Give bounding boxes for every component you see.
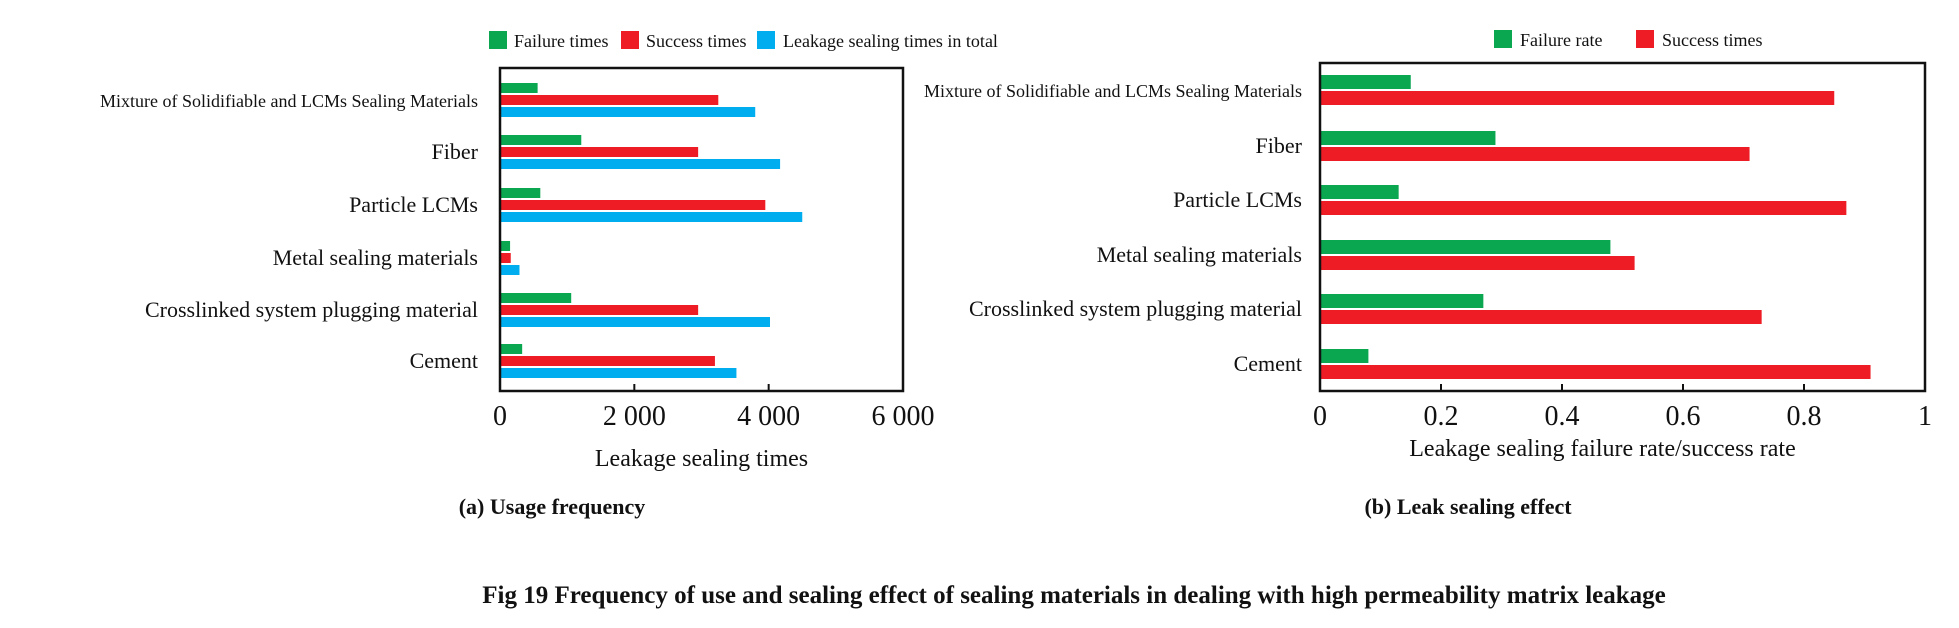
bar-1-0-1 — [1320, 91, 1835, 105]
legend-label-0-1: Success times — [646, 31, 747, 51]
bar-0-5-0 — [500, 344, 523, 354]
bar-1-2-1 — [1320, 201, 1847, 215]
x-tick-label-1-3: 0.6 — [1666, 401, 1701, 432]
bar-0-1-2 — [500, 159, 781, 169]
x-tick-label-1-0: 0 — [1313, 401, 1327, 432]
category-label-1-0: Mixture of Solidifiable and LCMs Sealing… — [924, 81, 1302, 101]
bar-0-1-1 — [500, 147, 699, 157]
chart-a-usage-frequency: Failure times Success times Leakage sealin… — [100, 31, 998, 519]
bar-0-2-0 — [500, 188, 541, 198]
category-label-1-4: Crosslinked system plugging material — [969, 296, 1302, 321]
x-axis-title-0: Leakage sealing times — [595, 446, 808, 472]
chart-b-leak-sealing-effect: Failure rate Success times Mixture of Soli… — [924, 30, 1932, 519]
category-label-0-5: Cement — [410, 348, 478, 373]
bar-1-1-0 — [1320, 131, 1496, 145]
bar-0-3-0 — [500, 241, 511, 251]
legend-swatch-0-0 — [489, 31, 507, 49]
category-label-0-3: Metal sealing materials — [273, 245, 478, 270]
bar-1-2-0 — [1320, 185, 1399, 199]
bar-1-1-1 — [1320, 147, 1750, 161]
plot-frame-1 — [1318, 61, 1927, 393]
bar-0-4-0 — [500, 293, 572, 303]
bar-0-3-2 — [500, 265, 520, 275]
subfigure-caption-1: (b) Leak sealing effect — [1364, 494, 1572, 519]
bar-1-4-1 — [1320, 310, 1762, 324]
x-axis-title-1: Leakage sealing failure rate/success rat… — [1409, 436, 1795, 462]
legend-label-1-0: Failure rate — [1520, 30, 1602, 50]
bar-0-5-2 — [500, 368, 737, 378]
bar-0-0-0 — [500, 83, 538, 93]
legend-swatch-1-0 — [1494, 30, 1512, 48]
bar-1-4-0 — [1320, 294, 1484, 308]
x-tick-label-1-4: 0.8 — [1787, 401, 1822, 432]
bar-0-3-1 — [500, 253, 511, 263]
bar-0-4-2 — [500, 317, 771, 327]
subfigure-caption-0: (a) Usage frequency — [459, 494, 646, 519]
category-label-0-4: Crosslinked system plugging material — [145, 297, 478, 322]
category-label-0-0: Mixture of Solidifiable and LCMs Sealing… — [100, 91, 478, 111]
bar-1-0-0 — [1320, 75, 1411, 89]
x-tick-label-0-2: 4 000 — [737, 401, 800, 432]
category-label-1-3: Metal sealing materials — [1097, 242, 1302, 267]
bar-0-2-1 — [500, 200, 766, 210]
bar-1-3-1 — [1320, 256, 1635, 270]
x-tick-label-0-1: 2 000 — [603, 401, 666, 432]
bar-0-5-1 — [500, 356, 715, 366]
bar-0-0-1 — [500, 95, 719, 105]
category-label-0-1: Fiber — [432, 139, 479, 164]
bar-1-3-0 — [1320, 240, 1611, 254]
bar-1-5-1 — [1320, 365, 1871, 379]
bar-0-2-2 — [500, 212, 803, 222]
category-label-1-5: Cement — [1234, 351, 1302, 376]
x-tick-label-1-2: 0.4 — [1545, 401, 1580, 432]
legend-swatch-1-1 — [1636, 30, 1654, 48]
bar-0-1-0 — [500, 135, 582, 145]
x-tick-label-1-5: 1 — [1918, 401, 1932, 432]
legend-swatch-0-1 — [621, 31, 639, 49]
x-tick-label-0-3: 6 000 — [872, 401, 935, 432]
figure-caption: Fig 19 Frequency of use and sealing effe… — [482, 582, 1665, 609]
x-tick-label-0-0: 0 — [493, 401, 507, 432]
plot-frame-0 — [498, 66, 905, 393]
legend-label-0-0: Failure times — [514, 31, 608, 51]
legend-label-1-1: Success times — [1662, 30, 1763, 50]
x-tick-label-1-1: 0.2 — [1424, 401, 1459, 432]
legend-swatch-0-2 — [757, 31, 775, 49]
bar-1-5-0 — [1320, 349, 1369, 363]
legend-label-0-2: Leakage sealing times in total — [783, 31, 998, 51]
bar-0-4-1 — [500, 305, 699, 315]
category-label-1-1: Fiber — [1256, 133, 1303, 158]
category-label-1-2: Particle LCMs — [1173, 187, 1302, 212]
category-label-0-2: Particle LCMs — [349, 192, 478, 217]
bar-0-0-2 — [500, 107, 756, 117]
